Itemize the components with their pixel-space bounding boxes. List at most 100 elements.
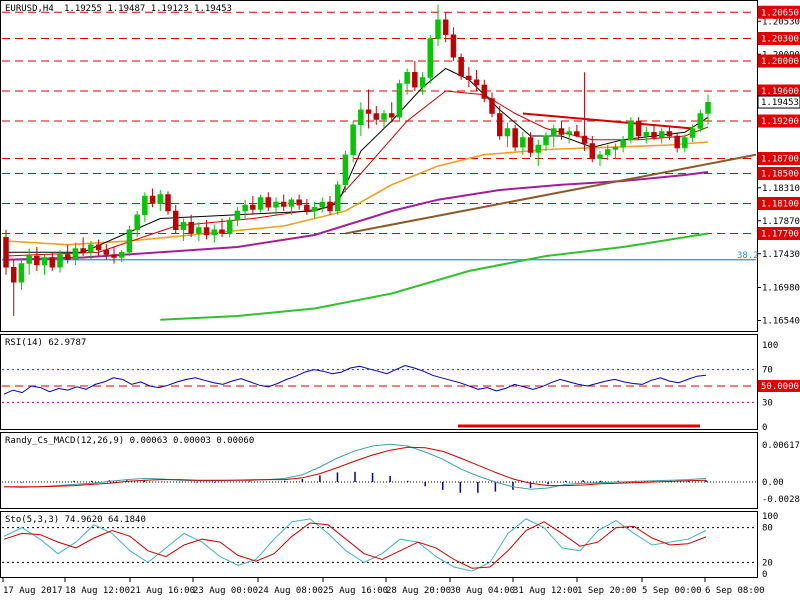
candle-body [203, 227, 210, 236]
candle-body [342, 154, 349, 185]
candle-body [620, 139, 626, 148]
candle-body [311, 207, 318, 212]
x-tick-label: 31 Aug 12:00 [513, 586, 578, 596]
candle-body [396, 83, 403, 118]
candle-body [280, 201, 287, 207]
candle-body [226, 219, 233, 234]
candle-body [327, 201, 333, 212]
ma-purple-line [5, 171, 709, 261]
macd-main-line [3, 443, 707, 490]
rsi-y-tick-label: 30 [762, 398, 773, 408]
candle-body [705, 102, 711, 114]
candle-body [458, 57, 464, 77]
candle-body [520, 137, 526, 148]
level-badge [757, 5, 800, 19]
candle-body [41, 257, 48, 266]
candle-body [574, 131, 580, 137]
candle-body [103, 249, 110, 255]
candle-body [666, 131, 673, 137]
y-tick-label: 1.20530 [762, 17, 800, 27]
candle-body [412, 72, 418, 88]
ma-green-line [160, 232, 709, 321]
candle-body [288, 199, 295, 207]
candle-body [250, 204, 256, 210]
candle-body [95, 244, 102, 251]
rsi-y-tick-label: 100 [762, 341, 778, 351]
candle-body [581, 135, 588, 144]
candle-body [566, 131, 572, 135]
stoch-y-tick-label: 80 [762, 524, 773, 534]
candle-body [612, 147, 619, 150]
level-badge [757, 152, 800, 165]
level-badge [757, 227, 800, 240]
candle-body [180, 222, 187, 230]
candle-body [435, 19, 441, 39]
candle-body [234, 210, 241, 221]
candle-body [134, 214, 140, 230]
x-tick-label: 6 Sep 08:00 [705, 586, 765, 596]
candle-body [419, 77, 426, 88]
level-badge [757, 32, 800, 45]
x-tick-label: 25 Aug 16:00 [323, 586, 388, 596]
stoch-main-line [3, 518, 707, 572]
candle-body [635, 120, 642, 137]
candle-body [188, 222, 194, 234]
candle-body [265, 197, 272, 208]
x-tick-label: 21 Aug 16:00 [130, 586, 195, 596]
stoch-y-tick-label: 0 [762, 570, 767, 580]
macd-y-tick-label: 0.00617 [762, 441, 800, 451]
candle-body [365, 109, 372, 114]
candle-body [450, 34, 457, 58]
candle-body [550, 128, 557, 137]
candle-body [527, 137, 534, 153]
y-tick-label: 1.17430 [762, 250, 800, 260]
y-tick-label: 1.17870 [762, 217, 800, 227]
candle-body [64, 254, 71, 260]
candle-body [404, 72, 410, 84]
candle-body [473, 79, 480, 86]
candle-body [350, 124, 356, 155]
level-badge [757, 95, 800, 109]
macd-y-tick-label: 0.00 [762, 478, 784, 488]
candle-body [442, 19, 449, 35]
rsi-level-badge-label: 50.0000 [761, 382, 799, 392]
candle-body [149, 195, 156, 204]
candle-body [57, 254, 63, 268]
symbol-title: EURUSD,H4 [5, 4, 54, 14]
candle-body [196, 227, 202, 234]
candle-body [628, 120, 634, 140]
candle-body [558, 128, 565, 135]
candle-body [211, 229, 218, 236]
candle-body [682, 137, 688, 149]
candle-body [512, 128, 518, 148]
candle-body [157, 194, 164, 204]
candle-body [10, 267, 17, 283]
candle-body [427, 38, 434, 78]
level-badge [757, 54, 800, 68]
rsi-panel [0, 334, 758, 430]
trendline-0 [345, 153, 757, 235]
candle-body [597, 154, 603, 159]
candle-body [257, 197, 264, 210]
candle-body [165, 194, 171, 212]
x-tick-label: 1 Sep 20:00 [577, 586, 637, 596]
candle-body [674, 135, 680, 149]
macd-signal-line [4, 446, 707, 488]
stoch-title: Sto(5,3,3) 74.9620 64.1840 [5, 515, 146, 525]
candle-body [80, 248, 86, 253]
level-badge-label: 1.20300 [761, 35, 799, 45]
level-badge [757, 114, 800, 128]
candle-body [651, 132, 657, 138]
candle-body [3, 237, 9, 268]
x-tick-label: 18 Aug 12:00 [65, 586, 130, 596]
stoch-y-tick-label: 100 [762, 512, 778, 522]
stoch-chart: 100 80 20 0 [2, 512, 778, 580]
stoch-signal-line [3, 521, 707, 569]
rsi-title: RSI(14) 62.9787 [5, 338, 86, 348]
y-tick-label: 1.18310 [762, 184, 800, 194]
level-badge-label: 1.19453 [761, 98, 799, 108]
y-tick-label: 1.16980 [762, 284, 800, 294]
level-badge [757, 167, 800, 180]
fib-label: 38.2 [737, 251, 759, 261]
